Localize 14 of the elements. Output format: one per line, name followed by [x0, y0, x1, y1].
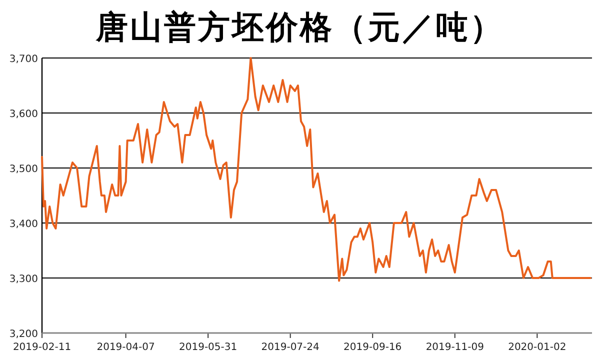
y-tick-label: 3,200 — [9, 329, 38, 340]
x-tick-label: 2019-02-11 — [12, 342, 72, 353]
x-tick-label: 2019-11-09 — [426, 342, 484, 353]
y-tick-label: 3,300 — [9, 274, 38, 285]
x-tick-label: 2020-01-02 — [508, 342, 566, 353]
chart-title: 唐山普方坯价格（元／吨） — [95, 8, 504, 46]
y-tick-label: 3,700 — [9, 54, 38, 65]
x-tick-label: 2019-07-24 — [261, 342, 320, 353]
y-tick-label: 3,400 — [9, 219, 38, 230]
y-tick-label: 3,600 — [9, 109, 38, 120]
x-tick-label: 2019-05-31 — [179, 342, 238, 353]
x-tick-label: 2019-09-16 — [344, 342, 402, 353]
y-tick-label: 3,500 — [9, 164, 38, 175]
x-tick-label: 2019-04-07 — [96, 342, 155, 353]
